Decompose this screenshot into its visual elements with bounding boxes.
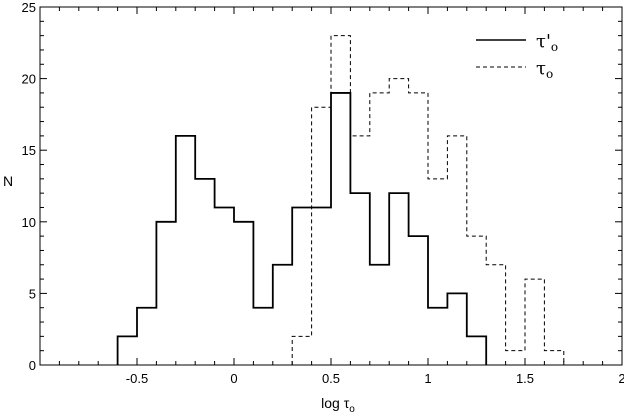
x-tick-label: 2 <box>618 371 624 386</box>
y-axis-label: N <box>3 173 13 189</box>
legend-label-solid-main: τ' <box>536 31 551 52</box>
x-tick-label: 0.5 <box>322 371 340 386</box>
x-tick-label: 0 <box>230 371 237 386</box>
x-axis-label-main: log τ <box>321 395 350 411</box>
series-line-dashed <box>291 35 565 365</box>
x-axis-label: log τo <box>321 395 355 412</box>
y-tick-label: 5 <box>29 286 36 301</box>
y-tick-label: 15 <box>22 143 36 158</box>
legend-label-dashed-main: τ <box>536 58 546 79</box>
x-tick-label: 1.5 <box>516 371 534 386</box>
y-tick-label: 0 <box>29 358 36 373</box>
series-layer <box>116 35 565 365</box>
x-tick-label: 1 <box>424 371 431 386</box>
x-axis-label-sub: o <box>349 404 355 412</box>
legend-label-dashed: τo <box>536 58 553 81</box>
x-tick-label: -0.5 <box>126 371 148 386</box>
legend: τ'o τo <box>476 31 558 81</box>
legend-label-solid-sub: o <box>551 40 558 54</box>
y-tick-label: 10 <box>22 215 36 230</box>
legend-label-solid: τ'o <box>536 31 558 54</box>
legend-label-dashed-sub: o <box>546 67 553 81</box>
y-tick-label: 25 <box>22 0 36 15</box>
y-tick-label: 20 <box>22 72 36 87</box>
series-line-solid <box>116 92 488 365</box>
